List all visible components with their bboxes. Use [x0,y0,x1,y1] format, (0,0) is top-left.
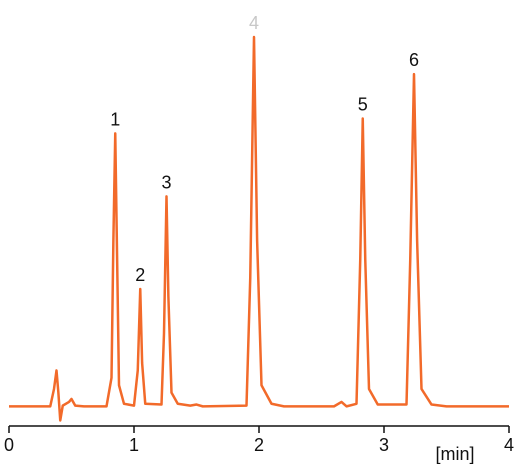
peak-label: 2 [135,265,145,285]
peak-label: 5 [358,95,368,115]
x-tick-label: 2 [254,435,264,455]
x-tick-label: 3 [379,435,389,455]
x-axis-label: [min] [435,444,474,464]
x-tick-label: 1 [129,435,139,455]
trace [9,35,509,422]
x-tick-label: 0 [4,435,14,455]
x-tick-label: 4 [504,435,514,455]
peak-label: 6 [409,50,419,70]
peak-label: 4 [249,13,259,33]
peak-label: 3 [161,172,171,192]
peak-label: 1 [110,109,120,129]
